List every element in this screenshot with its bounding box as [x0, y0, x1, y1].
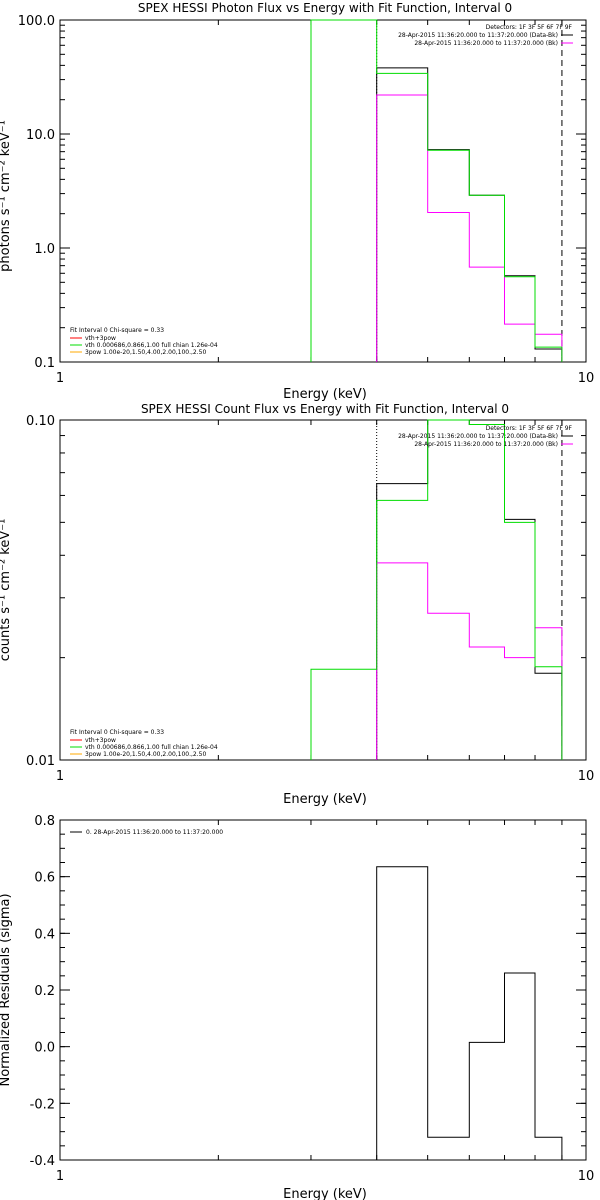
residuals-x-tick-label: 1 [56, 1169, 64, 1184]
residuals-y-tick-label: 0.2 [34, 984, 55, 999]
photon-legend-entry-bk: 28-Apr-2015 11:36:20.000 to 11:37:20.000… [414, 40, 558, 47]
count-legend-entry-data: 28-Apr-2015 11:36:20.000 to 11:37:20.000… [398, 433, 558, 440]
photon-fit-entry-3pow: 3pow 1.00e-20,1.50,4.00,2.00,100.,2.50 [85, 349, 206, 356]
count-fit-entry-3pow: 3pow 1.00e-20,1.50,4.00,2.00,100.,2.50 [85, 751, 206, 758]
photon-detectors-label: Detectors: 1F 3F 5F 6F 7F 9F [486, 24, 573, 31]
residuals-x-label: Energy (keV) [283, 1187, 367, 1200]
residuals-y-tick-label: 0.0 [34, 1041, 55, 1056]
photon-flux-y-tick-label: 10.0 [26, 128, 55, 143]
photon-fit-entry-total: vth+3pow [85, 335, 116, 342]
residuals-y-label: Normalized Residuals (sigma) [0, 893, 13, 1086]
residuals-x-tick-label: 10 [578, 1169, 595, 1184]
photon-flux-plot-frame [59, 19, 587, 363]
count-fit-header: Fit Interval 0 Chi-square = 0.33 [70, 729, 164, 736]
count-flux-series-bk [376, 562, 563, 760]
photon-flux-y-tick-label: 0.1 [34, 356, 55, 371]
count-legend-entry-bk: 28-Apr-2015 11:36:20.000 to 11:37:20.000… [414, 441, 558, 448]
residuals-series-residuals [376, 866, 563, 1160]
photon-flux-x-label: Energy (keV) [283, 387, 367, 402]
count-flux-title: SPEX HESSI Count Flux vs Energy with Fit… [141, 402, 509, 416]
residuals-y-tick-label: -0.2 [30, 1097, 55, 1112]
count-flux-series-model [310, 419, 563, 760]
count-flux-series-data-bk [376, 419, 563, 760]
photon-flux-series-model [310, 19, 563, 362]
count-flux-y-label: counts s⁻¹ cm⁻² keV⁻¹ [0, 519, 13, 662]
photon-fit-header: Fit Interval 0 Chi-square = 0.33 [70, 327, 164, 334]
count-flux-x-label: Energy (keV) [283, 792, 367, 807]
photon-fit-entry-vth: vth 0.000686,0.866,1.00 full chian 1.26e… [85, 342, 218, 349]
count-flux-y-tick-label: 0.01 [26, 754, 55, 769]
count-fit-entry-total: vth+3pow [85, 737, 116, 744]
photon-flux-y-tick-label: 100.0 [18, 14, 55, 29]
count-flux-x-tick-label: 10 [578, 769, 595, 784]
count-fit-entry-vth: vth 0.000686,0.866,1.00 full chian 1.26e… [85, 744, 218, 751]
residuals-y-tick-label: -0.4 [30, 1154, 55, 1169]
residuals-y-tick-label: 0.6 [34, 871, 55, 886]
photon-flux-y-label: photons s⁻¹ cm⁻² keV⁻¹ [0, 120, 13, 272]
photon-flux-series-bk [376, 94, 563, 362]
photon-flux-x-tick-label: 10 [578, 371, 595, 386]
count-flux-plot-frame [59, 419, 587, 761]
count-flux-x-tick-label: 1 [56, 769, 64, 784]
photon-legend-entry-data: 28-Apr-2015 11:36:20.000 to 11:37:20.000… [398, 32, 558, 39]
photon-flux-panel: SPEX HESSI Photon Flux vs Energy with Fi… [0, 1, 594, 402]
residuals-plot-frame [59, 819, 587, 1161]
photon-flux-x-tick-label: 1 [56, 371, 64, 386]
count-detectors-label: Detectors: 1F 3F 5F 6F 7F 9F [486, 425, 573, 432]
residuals-y-tick-label: 0.8 [34, 814, 55, 829]
photon-flux-y-tick-label: 1.0 [34, 242, 55, 257]
photon-flux-title: SPEX HESSI Photon Flux vs Energy with Fi… [138, 1, 512, 15]
residuals-legend-entry: 0. 28-Apr-2015 11:36:20.000 to 11:37:20.… [86, 829, 223, 836]
residuals-y-tick-label: 0.4 [34, 927, 55, 942]
count-flux-panel: SPEX HESSI Count Flux vs Energy with Fit… [0, 402, 594, 807]
count-flux-y-tick-label: 0.10 [26, 414, 55, 429]
residuals-panel: 1 10-0.4-0.20.00.20.40.60.8 Energy (keV) … [0, 814, 594, 1200]
